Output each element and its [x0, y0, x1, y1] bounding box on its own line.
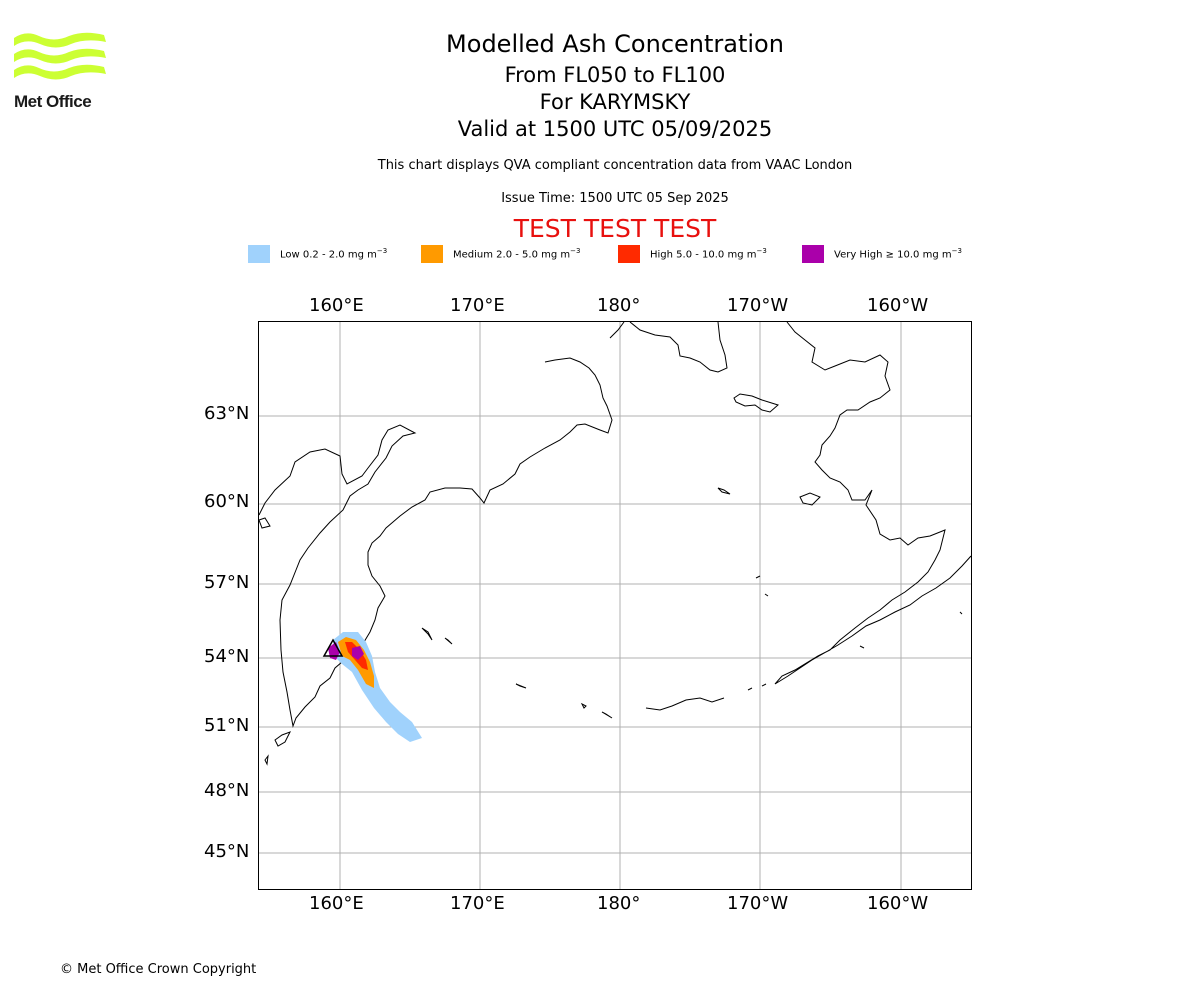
lon-label-top: 160°W [867, 295, 929, 316]
commander-island-2 [444, 637, 453, 645]
aleutian-island-3 [761, 683, 767, 687]
test-banner: TEST TEST TEST [513, 214, 717, 243]
bering-coast [629, 321, 728, 373]
island [717, 487, 731, 495]
near-islands [515, 683, 527, 689]
lat-label: 60°N [204, 491, 250, 512]
ash-plume [328, 632, 422, 742]
lon-label-top: 170°E [450, 295, 505, 316]
chukotka-north-coast [609, 321, 625, 339]
ash-very-high-region [352, 646, 364, 660]
lon-label-top: 170°W [727, 295, 789, 316]
lon-label-top: 160°E [309, 295, 364, 316]
volcano-name: For KARYMSKY [539, 90, 691, 114]
lat-label: 51°N [204, 715, 250, 736]
map-frame-group [258, 321, 972, 890]
legend-item-low: Low 0.2 - 2.0 mg m−3 [248, 244, 387, 264]
coastline-fragment [258, 517, 271, 529]
legend-swatch [248, 245, 270, 263]
logo-text: Met Office [14, 92, 92, 111]
chukotka-coast [341, 357, 613, 663]
chart-title: Modelled Ash Concentration [446, 30, 784, 58]
aleutian-island [601, 711, 613, 719]
lat-label: 54°N [204, 646, 250, 667]
legend-swatch [802, 245, 824, 263]
lat-label: 45°N [204, 841, 250, 862]
legend-exponent: −3 [951, 247, 962, 256]
graticule [259, 322, 971, 889]
lat-label: 48°N [204, 780, 250, 801]
copyright: © Met Office Crown Copyright [60, 962, 257, 977]
legend-label: Low 0.2 - 2.0 mg m [280, 249, 377, 261]
alaska-coast [774, 321, 972, 685]
legend-swatch [421, 245, 443, 263]
legend-swatch [618, 245, 640, 263]
lon-label-bottom: 160°W [867, 893, 929, 914]
ash-medium-region [338, 637, 374, 688]
legend-label: Very High ≥ 10.0 mg m [834, 249, 952, 261]
legend-exponent: −3 [756, 247, 767, 256]
lon-label-bottom: 170°E [450, 893, 505, 914]
legend-item-high: High 5.0 - 10.0 mg m−3 [618, 244, 767, 264]
st-lawrence-island [733, 393, 780, 413]
met-office-wave-logo [14, 32, 106, 80]
triangle-icon [322, 638, 344, 657]
aleutian-chain [645, 697, 725, 711]
issue-time: Issue Time: 1500 UTC 05 Sep 2025 [501, 191, 729, 206]
lon-label-bottom: 180° [597, 893, 641, 914]
legend-label: High 5.0 - 10.0 mg m [650, 249, 757, 261]
lat-label: 63°N [204, 403, 250, 424]
rat-islands [580, 702, 587, 709]
legend-exponent: −3 [376, 247, 388, 256]
lon-label-bottom: 160°E [309, 893, 364, 914]
kamchatka-coast [258, 424, 417, 728]
pribilof-island-2 [764, 593, 769, 597]
legend-item-very-high: Very High ≥ 10.0 mg m−3 [802, 244, 962, 264]
map-frame [258, 321, 972, 890]
lon-label-top: 180° [597, 295, 641, 316]
flight-level-range: From FL050 to FL100 [504, 63, 726, 87]
island-small [859, 645, 865, 649]
commander-island [421, 627, 433, 641]
volcano-marker-group [322, 638, 344, 657]
kuril-island-2 [264, 754, 269, 766]
lat-label: 57°N [204, 572, 250, 593]
kuril-island [274, 731, 292, 747]
chart-description: This chart displays QVA compliant concen… [377, 158, 853, 173]
legend-label: Medium 2.0 - 5.0 mg m [453, 249, 571, 261]
legend-item-medium: Medium 2.0 - 5.0 mg m−3 [421, 244, 580, 264]
pribilof-island [755, 575, 761, 579]
lon-label-bottom: 170°W [727, 893, 789, 914]
island-small-2 [959, 611, 963, 615]
valid-time: Valid at 1500 UTC 05/09/2025 [457, 117, 773, 141]
legend-exponent: −3 [570, 247, 581, 256]
coastlines [258, 321, 972, 766]
nunivak-island [799, 492, 821, 506]
aleutian-island-2 [747, 687, 753, 691]
